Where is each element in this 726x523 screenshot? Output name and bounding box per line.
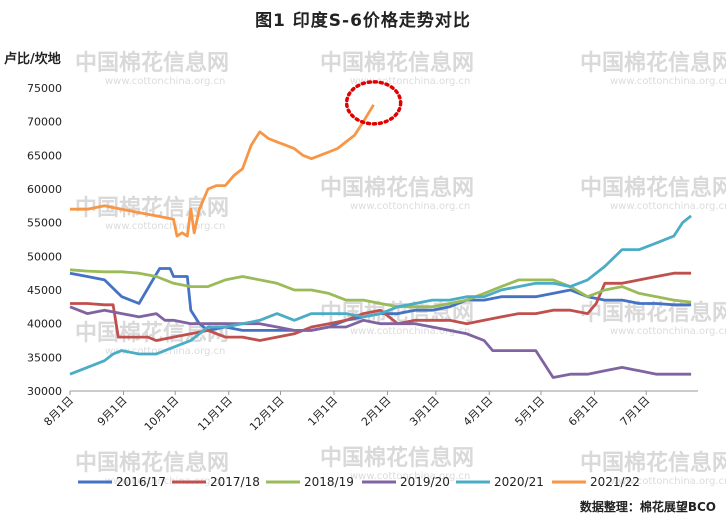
watermark-url: www.cottonchina.org.cn bbox=[610, 201, 726, 212]
legend-label: 2016/17 bbox=[116, 475, 166, 489]
legend-label: 2019/20 bbox=[400, 475, 450, 489]
y-tick-label: 70000 bbox=[27, 116, 62, 129]
watermark-layer: 中国棉花信息网www.cottonchina.org.cn中国棉花信息网www.… bbox=[75, 50, 726, 487]
legend-label: 2018/19 bbox=[304, 475, 354, 489]
x-tick-label: 12月1日 bbox=[247, 394, 287, 434]
watermark-url: www.cottonchina.org.cn bbox=[350, 201, 470, 212]
y-tick-label: 75000 bbox=[27, 82, 62, 95]
watermark-text: 中国棉花信息网 bbox=[580, 450, 726, 476]
watermark-url: www.cottonchina.org.cn bbox=[105, 221, 225, 232]
legend-label: 2020/21 bbox=[494, 475, 544, 489]
series-line-2021-22 bbox=[70, 104, 375, 238]
watermark-url: www.cottonchina.org.cn bbox=[610, 326, 726, 337]
y-tick-label: 60000 bbox=[27, 183, 62, 196]
y-tick-label: 65000 bbox=[27, 149, 62, 162]
y-tick-label: 40000 bbox=[27, 318, 62, 331]
legend-label: 2017/18 bbox=[210, 475, 260, 489]
y-tick-label: 55000 bbox=[27, 217, 62, 230]
x-tick-label: 2月1日 bbox=[359, 394, 394, 429]
y-tick-label: 30000 bbox=[27, 385, 62, 398]
x-tick-label: 11月1日 bbox=[195, 394, 235, 434]
watermark-text: 中国棉花信息网 bbox=[75, 50, 229, 76]
watermark-url: www.cottonchina.org.cn bbox=[610, 76, 726, 87]
series-line-2019-20 bbox=[69, 305, 692, 379]
watermark-url: www.cottonchina.org.cn bbox=[350, 471, 470, 482]
x-tick-label: 5月1日 bbox=[512, 394, 547, 429]
x-tick-label: 4月1日 bbox=[461, 394, 496, 429]
watermark-url: www.cottonchina.org.cn bbox=[105, 476, 225, 487]
legend-label: 2021/22 bbox=[590, 475, 640, 489]
y-axis-label: 卢比/坎地 bbox=[4, 52, 61, 67]
chart-title: 图1 印度S-6价格走势对比 bbox=[255, 11, 471, 31]
watermark-text: 中国棉花信息网 bbox=[320, 445, 474, 471]
watermark-url: www.cottonchina.org.cn bbox=[105, 76, 225, 87]
annotation-layer bbox=[344, 80, 403, 126]
y-tick-label: 50000 bbox=[27, 250, 62, 263]
x-tick-label: 10月1日 bbox=[142, 394, 182, 434]
series-lines bbox=[69, 104, 692, 379]
watermark-text: 中国棉花信息网 bbox=[580, 50, 726, 76]
watermark-text: 中国棉花信息网 bbox=[320, 175, 474, 201]
x-tick-label: 7月1日 bbox=[618, 394, 653, 429]
watermark-url: www.cottonchina.org.cn bbox=[350, 326, 470, 337]
x-tick-label: 8月1日 bbox=[41, 394, 76, 429]
watermark-text: 中国棉花信息网 bbox=[75, 450, 229, 476]
series-line-2020-21 bbox=[69, 214, 692, 376]
x-tick-label: 3月1日 bbox=[407, 394, 442, 429]
watermark-text: 中国棉花信息网 bbox=[320, 50, 474, 76]
legend: 2016/17 2017/18 2018/19 2019/20 2020/21 2021/… bbox=[78, 475, 640, 489]
watermark-url: www.cottonchina.org.cn bbox=[610, 476, 726, 487]
x-tick-label: 6月1日 bbox=[566, 394, 601, 429]
series-line-2018-19 bbox=[69, 268, 692, 309]
watermark-text: 中国棉花信息网 bbox=[580, 175, 726, 201]
axes: 30000 35000 40000 45000 50000 55000 60000 65000… bbox=[27, 82, 698, 434]
series-line-2017-18 bbox=[70, 271, 692, 342]
y-tick-label: 35000 bbox=[27, 351, 62, 364]
x-tick-label: 1月1日 bbox=[305, 394, 340, 429]
source-note: 数据整理：棉花展望BCO bbox=[579, 500, 716, 514]
watermark-url: www.cottonchina.org.cn bbox=[350, 76, 470, 87]
highlight-circle bbox=[344, 80, 403, 126]
y-tick-label: 45000 bbox=[27, 284, 62, 297]
x-tick-label: 9月1日 bbox=[95, 394, 130, 429]
